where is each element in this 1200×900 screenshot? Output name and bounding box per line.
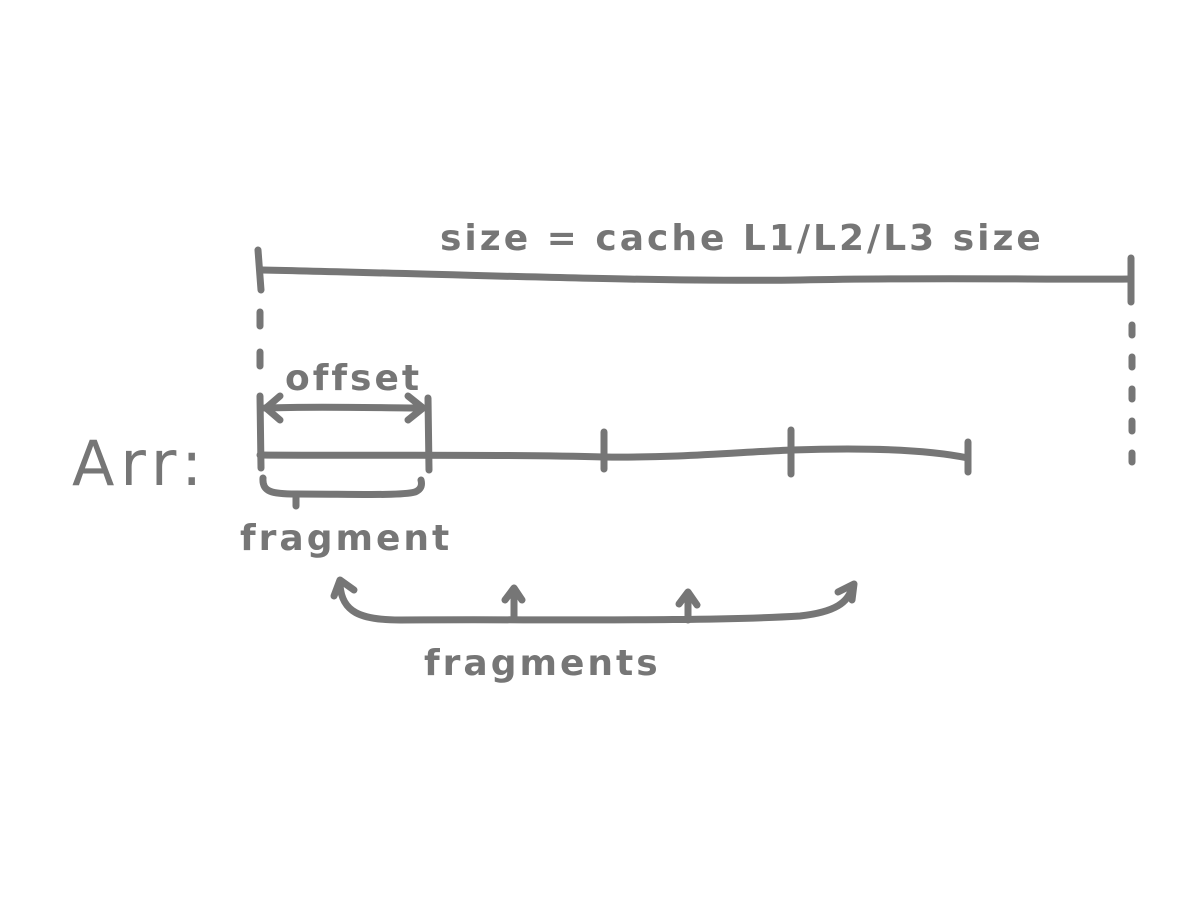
- array-start-tick: [256, 392, 265, 472]
- fragments-arrows: fragments: [330, 576, 858, 684]
- array-tick-1: [424, 394, 433, 474]
- cache-size-label: size = cache L1/L2/L3 size: [440, 218, 1044, 259]
- fragments-arrow-1: [330, 576, 358, 600]
- fragments-label: fragments: [424, 643, 661, 684]
- offset-marker: offset: [261, 358, 427, 424]
- array-baseline: [256, 445, 972, 462]
- array-label: Arr:: [72, 427, 208, 500]
- guide-lines: [256, 308, 1136, 466]
- offset-arrow-line: [261, 403, 427, 412]
- fragment-label: fragment: [240, 518, 452, 559]
- fragments-arrow-2-head: [501, 584, 526, 604]
- offset-arrowhead-left: [262, 392, 284, 424]
- fragments-arrow-4: [834, 580, 858, 604]
- fragment-brace-shape: [259, 474, 425, 498]
- fragments-brace-line: [336, 581, 856, 624]
- array-line: [256, 392, 972, 478]
- offset-label: offset: [285, 358, 422, 399]
- cache-size-bar: size = cache L1/L2/L3 size: [254, 218, 1135, 306]
- fragment-brace: fragment: [240, 474, 452, 559]
- offset-arrowhead-right: [404, 392, 427, 424]
- cache-size-line: [258, 266, 1134, 284]
- cache-size-left-tick: [254, 246, 265, 294]
- fragments-arrow-3-head: [675, 588, 701, 609]
